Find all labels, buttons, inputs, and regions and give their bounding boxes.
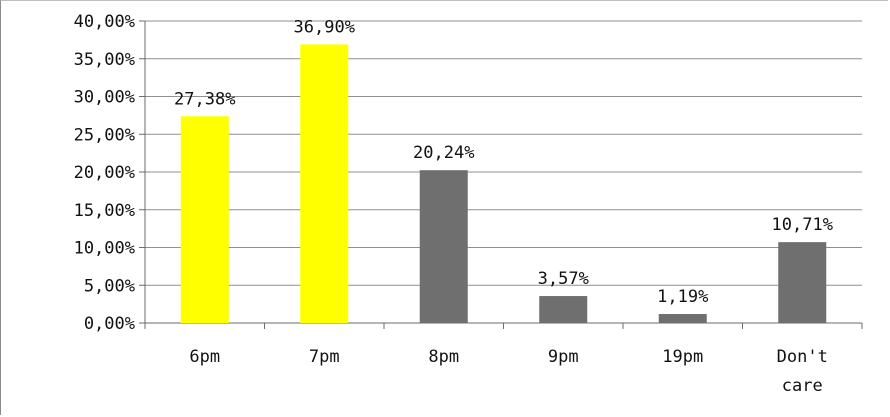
y-axis-tick-label: 35,00% bbox=[74, 50, 135, 70]
x-axis-category-label: 8pm bbox=[428, 347, 459, 367]
y-axis-tick-label: 5,00% bbox=[84, 276, 135, 296]
x-axis-category-label: care bbox=[782, 376, 823, 396]
bar bbox=[658, 314, 707, 323]
y-axis-tick-label: 10,00% bbox=[74, 239, 135, 259]
data-label: 10,71% bbox=[772, 215, 833, 235]
bar bbox=[180, 116, 229, 323]
data-label: 3,57% bbox=[538, 269, 589, 289]
y-axis-tick-label: 40,00% bbox=[74, 12, 135, 32]
bar bbox=[419, 170, 468, 323]
x-axis-category-label: 9pm bbox=[548, 347, 579, 367]
y-axis-tick-label: 25,00% bbox=[74, 125, 135, 145]
x-axis-category-label: 6pm bbox=[189, 347, 220, 367]
x-axis-category-label: Don't bbox=[777, 347, 828, 367]
data-label: 27,38% bbox=[174, 89, 235, 109]
bar bbox=[539, 296, 588, 323]
gridlines-group bbox=[145, 20, 862, 286]
x-axis-category-label: 19pm bbox=[662, 347, 703, 367]
data-label: 1,19% bbox=[657, 287, 708, 307]
y-axis-tick-label: 0,00% bbox=[84, 314, 135, 334]
bar bbox=[300, 44, 349, 323]
y-axis-tick-label: 30,00% bbox=[74, 88, 135, 108]
data-label: 36,90% bbox=[294, 17, 355, 37]
x-axis-category-label: 7pm bbox=[309, 347, 340, 367]
bar bbox=[778, 242, 827, 323]
y-axis-tick-label: 15,00% bbox=[74, 201, 135, 221]
data-label: 20,24% bbox=[413, 143, 474, 163]
y-axis-tick-label: 20,00% bbox=[74, 163, 135, 183]
